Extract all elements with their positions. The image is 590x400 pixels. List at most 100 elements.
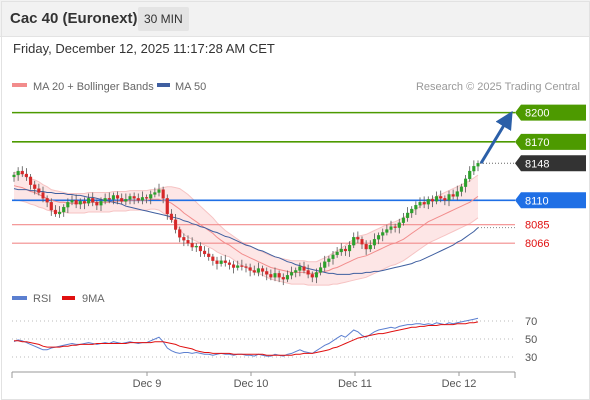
x-tick-label: Dec 9	[133, 378, 162, 390]
candle	[198, 242, 202, 257]
candle	[269, 269, 273, 281]
candle	[33, 180, 37, 195]
candle-body	[37, 188, 41, 193]
instrument-title: Cac 40 (Euronext)	[10, 10, 138, 27]
candle-body	[401, 217, 405, 223]
candle	[215, 256, 219, 270]
timestamp: Friday, December 12, 2025 11:17:28 AM CE…	[13, 41, 275, 56]
candle-body	[406, 212, 410, 218]
candle	[464, 174, 468, 193]
candle-body	[190, 243, 194, 248]
level-tag-bg-8200	[515, 104, 586, 121]
candle-body	[82, 201, 86, 204]
candle-body	[368, 244, 372, 250]
candle-body	[41, 192, 45, 199]
candle	[223, 254, 227, 267]
candle-body	[161, 189, 165, 199]
candle	[45, 195, 49, 208]
candle-body	[169, 213, 173, 220]
candle	[364, 240, 368, 255]
candle-body	[435, 196, 439, 202]
candle-body	[178, 229, 182, 238]
candle	[219, 255, 223, 267]
x-tick-label: Dec 10	[234, 378, 269, 390]
candle	[227, 259, 231, 270]
candle-body	[29, 176, 33, 185]
rsi-tick-50: 50	[525, 334, 537, 346]
candle	[248, 263, 252, 277]
candle-body	[426, 199, 430, 205]
candle-body	[298, 266, 302, 271]
candle	[136, 193, 140, 204]
candle-body	[157, 189, 161, 193]
candle-body	[410, 208, 414, 214]
candle	[447, 190, 451, 207]
candle	[120, 193, 124, 205]
candle-body	[468, 170, 472, 180]
candle-body	[443, 198, 447, 201]
bollinger-legend-label: MA 20 + Bollinger Bands	[33, 81, 154, 93]
candle-body	[236, 265, 240, 268]
candle-body	[194, 245, 198, 248]
candle	[49, 198, 53, 216]
candle-body	[99, 201, 103, 206]
level-label-8085: 8085	[525, 220, 549, 232]
candle	[281, 273, 285, 286]
candle	[70, 195, 74, 206]
candle	[29, 174, 33, 190]
candle-body	[261, 268, 265, 272]
candle-body	[232, 264, 236, 268]
candle	[298, 262, 302, 277]
candle	[459, 183, 463, 197]
research-credit: Research © 2025 Trading Central	[416, 81, 580, 93]
candle	[132, 192, 136, 205]
candle-body	[70, 200, 74, 203]
candle-body	[91, 198, 95, 203]
candle-body	[207, 253, 211, 257]
candle-body	[451, 194, 455, 197]
candle-body	[149, 194, 153, 199]
candle-body	[306, 270, 310, 275]
candle-body	[132, 196, 136, 199]
candle	[435, 191, 439, 205]
candle	[103, 193, 107, 205]
candle-body	[20, 170, 24, 175]
candle	[211, 253, 215, 266]
candle-body	[455, 191, 459, 197]
candle-body	[66, 202, 70, 208]
candle	[53, 205, 57, 217]
ma50-legend-label: MA 50	[175, 81, 206, 93]
candle	[240, 259, 244, 271]
rsi-series-9ma	[14, 321, 479, 356]
candle-body	[182, 237, 186, 241]
candle	[381, 228, 385, 242]
level-tag-label-8110: 8110	[525, 195, 549, 207]
candle	[468, 166, 472, 182]
candle	[24, 168, 28, 181]
candle	[294, 267, 298, 278]
interval-button[interactable]: 30 MIN	[138, 7, 189, 31]
candle	[414, 201, 418, 215]
candle-body	[302, 266, 306, 271]
candle-body	[372, 239, 376, 246]
candle	[87, 193, 91, 207]
candle	[128, 193, 132, 205]
candle	[74, 194, 78, 209]
candle-body	[103, 198, 107, 202]
bollinger-upper	[13, 171, 479, 263]
candle-body	[45, 198, 49, 203]
candle	[368, 240, 372, 252]
candle-body	[385, 229, 389, 233]
candle-body	[389, 226, 393, 230]
candle-body	[265, 271, 269, 275]
candle	[265, 267, 269, 281]
level-tag-8148: 8148	[515, 155, 586, 172]
candle-body	[124, 199, 128, 202]
candle-body	[285, 275, 289, 280]
candle-body	[107, 198, 111, 200]
candle	[95, 199, 99, 211]
candle-body	[248, 267, 252, 271]
candle	[393, 223, 397, 233]
candle-body	[203, 250, 207, 255]
rsi-tick-70: 70	[525, 316, 537, 328]
